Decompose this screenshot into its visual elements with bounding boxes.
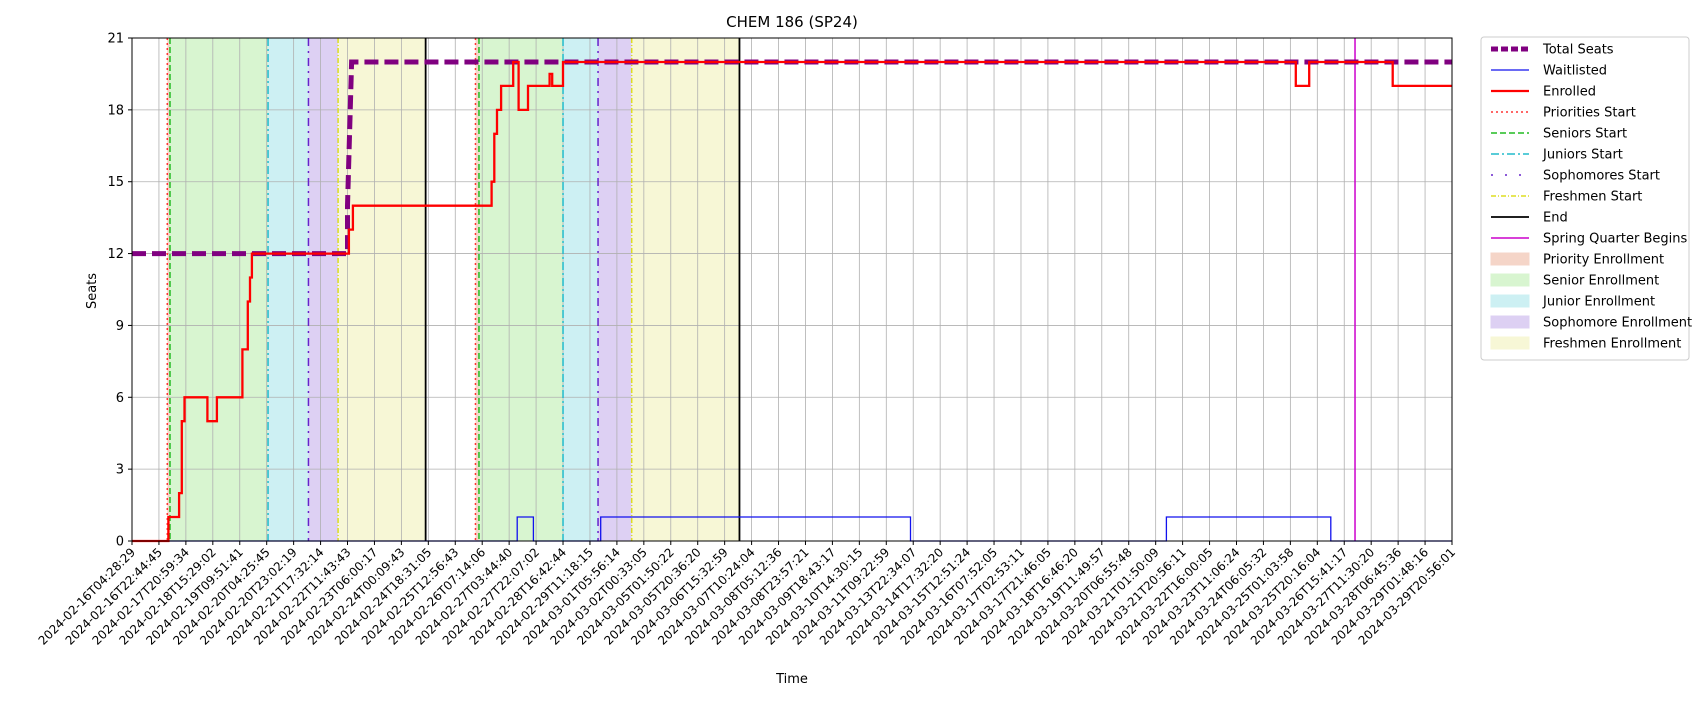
sophomore-enrollment-region xyxy=(308,38,339,541)
legend: Total Seats Waitlisted Enrolled Priorities … xyxy=(1480,36,1692,361)
legend-label: End xyxy=(1543,211,1568,226)
x-axis: 2024-02-16T04:28:292024-02-16T22:44:4520… xyxy=(36,541,1458,648)
legend-label: Waitlisted xyxy=(1543,64,1607,79)
shaded-regions xyxy=(167,38,740,541)
legend-box xyxy=(1480,36,1690,361)
event-lines xyxy=(166,38,1356,541)
senior-enrollment-region xyxy=(478,38,564,541)
legend-label: Junior Enrollment xyxy=(1542,295,1655,310)
y-tick-label: 18 xyxy=(107,103,124,118)
priority-enrollment-region xyxy=(167,38,170,541)
sophomore-enrollment-region xyxy=(598,38,632,541)
y-tick-label: 3 xyxy=(116,463,124,478)
y-tick-label: 15 xyxy=(107,175,124,190)
legend-label: Priorities Start xyxy=(1543,106,1636,121)
freshmen-enrollment-region xyxy=(631,38,740,541)
enrolled-series xyxy=(132,60,1452,543)
legend-label: Total Seats xyxy=(1542,43,1614,58)
grid-lines xyxy=(131,37,1453,542)
plot-frame xyxy=(131,37,1453,542)
legend-label: Senior Enrollment xyxy=(1543,274,1659,289)
junior-enrollment-region xyxy=(268,38,309,541)
series-lines xyxy=(132,59,1452,543)
legend-label: Sophomores Start xyxy=(1543,169,1660,184)
y-tick-label: 0 xyxy=(116,535,124,550)
x-axis-label: Time xyxy=(775,672,808,687)
y-tick-label: 21 xyxy=(107,32,124,47)
freshmen-enrollment-region xyxy=(338,38,426,541)
chart-title: CHEM 186 (SP24) xyxy=(726,13,858,31)
legend-label: Priority Enrollment xyxy=(1543,253,1664,268)
legend-label: Enrolled xyxy=(1543,85,1596,100)
legend-label: Sophomore Enrollment xyxy=(1543,316,1692,331)
legend-label: Seniors Start xyxy=(1543,127,1627,142)
legend-label: Spring Quarter Begins xyxy=(1543,232,1687,247)
y-tick-label: 6 xyxy=(116,391,124,406)
legend-label: Freshmen Start xyxy=(1543,190,1642,205)
legend-swatch xyxy=(1490,252,1530,266)
priority-enrollment-region xyxy=(475,38,479,541)
legend-swatch xyxy=(1490,336,1530,350)
junior-enrollment-region xyxy=(563,38,599,541)
y-tick-label: 12 xyxy=(107,247,124,262)
legend-swatch xyxy=(1490,294,1530,308)
y-axis-label: Seats xyxy=(85,273,100,309)
y-axis: 0 3 6 9 12 15 18 21 xyxy=(107,32,132,550)
legend-label: Freshmen Enrollment xyxy=(1543,337,1681,352)
y-tick-label: 9 xyxy=(116,319,124,334)
legend-swatch xyxy=(1490,315,1530,329)
waitlisted-series xyxy=(132,516,1452,542)
legend-label: Juniors Start xyxy=(1542,148,1623,163)
legend-swatch xyxy=(1490,273,1530,287)
senior-enrollment-region xyxy=(169,38,269,541)
